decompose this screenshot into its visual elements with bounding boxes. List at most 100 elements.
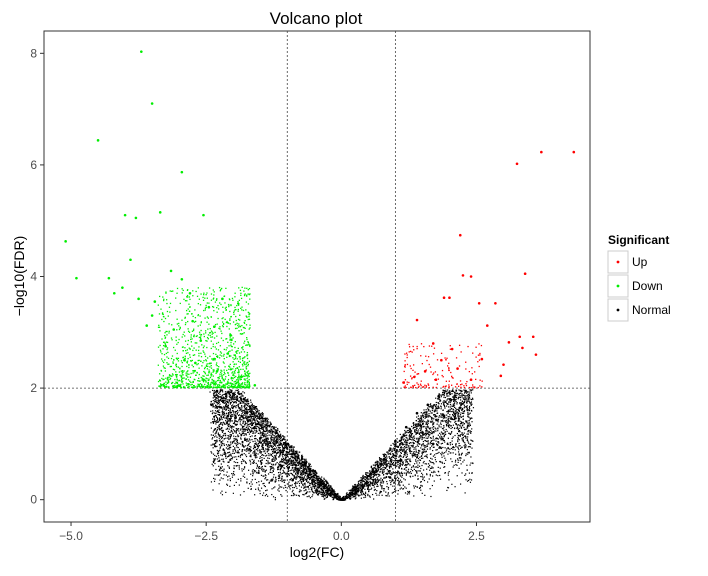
normal-point-18 [437, 395, 440, 398]
chart-title: Volcano plot [270, 9, 363, 28]
down-point-18 [153, 300, 157, 303]
normal-point-28 [442, 414, 446, 418]
x-tick-label-0: −5.0 [59, 529, 83, 543]
normal-point-31 [248, 448, 251, 451]
down-point-11 [112, 291, 116, 295]
down-point-33 [194, 361, 197, 365]
y-axis-title: −log10(FDR) [11, 236, 27, 317]
down-point-30 [164, 344, 167, 348]
normal-point-26 [421, 431, 424, 435]
down-point-1 [150, 102, 154, 105]
y-tick-label-3: 6 [30, 158, 37, 172]
up-point-5 [461, 274, 465, 277]
legend-swatch-down [616, 284, 620, 288]
up-cloud [403, 343, 483, 389]
normal-point-5 [307, 473, 311, 476]
up-point-20 [499, 374, 503, 378]
down-point-22 [145, 324, 149, 327]
down-point-32 [229, 333, 232, 337]
normal-point-29 [291, 478, 294, 482]
up-point-1 [540, 150, 543, 154]
down-point-8 [158, 211, 162, 214]
x-axis-title: log2(FC) [290, 544, 344, 560]
normal-point-23 [280, 464, 284, 468]
up-point-6 [523, 272, 527, 276]
down-point-3 [64, 240, 67, 243]
normal-point-11 [275, 431, 278, 435]
legend-entry-up: Up [607, 250, 648, 274]
up-point-16 [485, 324, 489, 327]
plot-frame [43, 30, 591, 523]
up-point-7 [442, 296, 446, 300]
up-point-2 [515, 162, 519, 166]
up-point-24 [423, 370, 427, 373]
normal-point-2 [350, 493, 354, 496]
down-point-16 [180, 277, 184, 281]
up-point-25 [413, 375, 416, 379]
normal-point-14 [415, 411, 419, 415]
legend-label-normal: Normal [632, 303, 671, 317]
down-point-27 [215, 370, 219, 373]
up-point-12 [518, 335, 522, 339]
down-point-15 [169, 269, 173, 273]
up-point-8 [448, 296, 451, 300]
normal-point-30 [388, 476, 392, 479]
down-point-35 [221, 297, 224, 301]
y-tick-label-0: 0 [30, 493, 37, 507]
down-point-31 [253, 384, 257, 387]
down-point-29 [202, 378, 205, 382]
axes: −5.0 −2.5 0.0 2.5 0 2 4 6 8 [30, 46, 485, 543]
down-point-13 [137, 297, 140, 301]
down-point-4 [75, 276, 78, 280]
normal-point-32 [431, 442, 435, 446]
up-point-10 [494, 301, 497, 305]
normal-point-19 [231, 392, 235, 395]
normal-point-34 [458, 406, 462, 409]
normal-point-1 [329, 493, 332, 497]
normal-point-7 [296, 456, 300, 460]
up-point-19 [534, 353, 538, 356]
normal-cloud-right [339, 389, 475, 501]
down-point-24 [199, 339, 203, 342]
legend-swatch-up [616, 260, 620, 264]
down-point-17 [188, 291, 192, 295]
down-point-34 [129, 258, 132, 262]
legend-entry-down: Down [607, 274, 663, 298]
normal-point-4 [361, 486, 365, 489]
down-point-12 [121, 286, 124, 289]
y-tick-label-4: 8 [30, 46, 37, 60]
legend-title: Significant [608, 233, 669, 247]
normal-point-10 [394, 439, 397, 443]
up-point-14 [521, 346, 524, 350]
up-point-17 [480, 357, 484, 361]
normal-point-16 [426, 403, 430, 407]
legend-label-up: Up [632, 255, 648, 269]
normal-point-6 [372, 470, 376, 474]
up-point-4 [469, 275, 473, 278]
down-point-20 [191, 319, 194, 323]
legend-swatch-normal [616, 308, 620, 312]
up-point-0 [572, 150, 576, 154]
up-point-22 [440, 358, 443, 362]
normal-point-33 [210, 403, 213, 407]
down-point-6 [180, 170, 184, 174]
down-point-7 [123, 213, 127, 217]
down-point-0 [140, 50, 143, 53]
y-tick-label-2: 4 [30, 270, 37, 284]
up-point-29 [469, 378, 473, 382]
down-point-14 [150, 314, 154, 317]
down-point-10 [202, 213, 205, 217]
normal-point-9 [285, 442, 289, 446]
down-point-5 [107, 276, 111, 280]
up-point-13 [507, 341, 511, 344]
legend-entry-normal: Normal [607, 298, 671, 322]
down-cloud [157, 286, 251, 389]
up-point-9 [477, 301, 481, 305]
down-point-26 [183, 358, 186, 362]
up-point-11 [531, 335, 535, 339]
normal-point-13 [264, 417, 267, 421]
up-point-28 [402, 381, 405, 384]
normal-point-21 [215, 389, 219, 393]
up-point-15 [415, 318, 419, 322]
